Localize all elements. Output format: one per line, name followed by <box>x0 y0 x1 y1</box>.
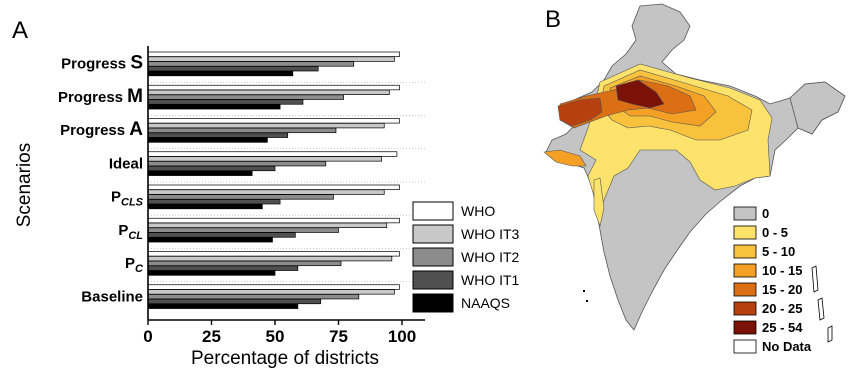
india-map <box>543 3 846 343</box>
legend-label: WHO <box>461 203 495 219</box>
legend-swatch <box>412 293 454 313</box>
bar-who-it1 <box>147 99 304 105</box>
x-axis-title: Percentage of districts <box>191 348 379 369</box>
map-legend-swatch <box>733 301 757 316</box>
map-legend-label: 10 - 15 <box>762 263 802 278</box>
bar-who <box>147 284 400 290</box>
map-legend-swatch <box>733 263 757 278</box>
bar-who-it1 <box>147 199 281 205</box>
bar-who-it3 <box>147 89 390 96</box>
bar-chart: Progress S Progress M Progress A Ideal PCLS P… <box>14 46 520 369</box>
bar-who <box>147 251 400 257</box>
map-zone-gujarat <box>543 149 587 167</box>
bar-who-it2 <box>147 194 334 200</box>
bar-naaqs <box>147 237 273 243</box>
bar-naaqs <box>147 203 263 210</box>
legend-label: WHO IT1 <box>461 272 520 288</box>
y-axis-title: Scenarios <box>14 143 35 228</box>
map-legend-label: 20 - 25 <box>762 301 802 316</box>
category-label: PCLS <box>111 189 144 209</box>
legend-swatch <box>412 224 454 244</box>
bar-who-it3 <box>147 122 385 129</box>
map-zone-west-coast <box>593 177 605 228</box>
bar-who-it2 <box>147 161 327 167</box>
bar-who <box>147 184 400 190</box>
map-northeast-region <box>789 81 846 135</box>
bar-who-it1 <box>147 165 276 172</box>
map-legend-label: No Data <box>762 339 812 354</box>
map-legend-swatch <box>733 339 757 354</box>
map-zone-25-54 <box>615 79 665 109</box>
bar-naaqs <box>147 170 253 176</box>
category-label: PC <box>125 255 144 275</box>
bar-who-it3 <box>147 56 395 62</box>
map-legend: 0 0 - 5 5 - 10 10 - 15 15 - 20 20 - 25 25 - 54… <box>733 206 812 354</box>
bar-who-it2 <box>147 127 337 134</box>
category-label: Progress M <box>58 86 143 107</box>
map-legend-label: 0 - 5 <box>762 225 788 240</box>
category-label: Baseline <box>81 288 143 305</box>
category-label: Progress A <box>60 119 143 140</box>
bar-who-it1 <box>147 298 322 305</box>
bar-who-it2 <box>147 227 339 233</box>
x-tick-label: 75 <box>329 327 348 346</box>
map-legend-label: 5 - 10 <box>762 244 795 259</box>
bar-who-it3 <box>147 156 383 162</box>
bar-who-it3 <box>147 222 388 229</box>
x-tick-label: 0 <box>143 327 152 346</box>
map-legend-label: 25 - 54 <box>762 320 803 335</box>
bar-who-it2 <box>147 294 360 300</box>
bar-who-it2 <box>147 260 342 267</box>
bar-naaqs <box>147 270 276 276</box>
legend-label: NAAQS <box>461 295 510 311</box>
bar-who <box>147 84 400 91</box>
legend-swatch <box>412 201 454 221</box>
map-legend-swatch <box>733 282 757 297</box>
bar-naaqs <box>147 137 268 143</box>
bar-who-it2 <box>147 94 344 100</box>
map-islands <box>811 265 833 343</box>
map-lakshadweep <box>583 290 588 302</box>
panel-a-label: A <box>12 17 28 44</box>
panel-b-label: B <box>545 6 561 33</box>
bar-who-it2 <box>147 61 355 67</box>
bar-who-it3 <box>147 289 395 295</box>
bar-who-it1 <box>147 66 319 72</box>
bar-who-it1 <box>147 132 289 138</box>
bar-naaqs <box>147 70 294 77</box>
category-label: Ideal <box>109 155 143 172</box>
bar-who <box>147 51 400 57</box>
bar-who-it3 <box>147 189 385 195</box>
bar-who-it1 <box>147 232 296 238</box>
bar-naaqs <box>147 303 299 309</box>
map-legend-swatch <box>733 225 757 240</box>
bar-who-it3 <box>147 255 393 262</box>
category-label: Progress S <box>61 53 143 74</box>
map-legend-label: 0 <box>762 206 769 221</box>
bar-who <box>147 118 400 124</box>
legend-swatch <box>412 270 454 290</box>
legend-label: WHO IT2 <box>461 249 520 265</box>
bar-who-it1 <box>147 265 299 271</box>
map-legend-swatch <box>733 206 757 221</box>
legend-swatch <box>412 247 454 267</box>
bar-who <box>147 151 398 157</box>
map-zone-20-25 <box>557 97 603 127</box>
x-tick-label: 100 <box>388 327 416 346</box>
bar-who <box>147 217 400 224</box>
category-label: PCL <box>118 222 143 242</box>
map-legend-swatch <box>733 244 757 259</box>
bar-naaqs <box>147 104 281 110</box>
x-tick-label: 50 <box>266 327 285 346</box>
map-legend-swatch <box>733 320 757 335</box>
map-legend-label: 15 - 20 <box>762 282 802 297</box>
legend-label: WHO IT3 <box>461 226 520 242</box>
x-tick-label: 25 <box>202 327 221 346</box>
